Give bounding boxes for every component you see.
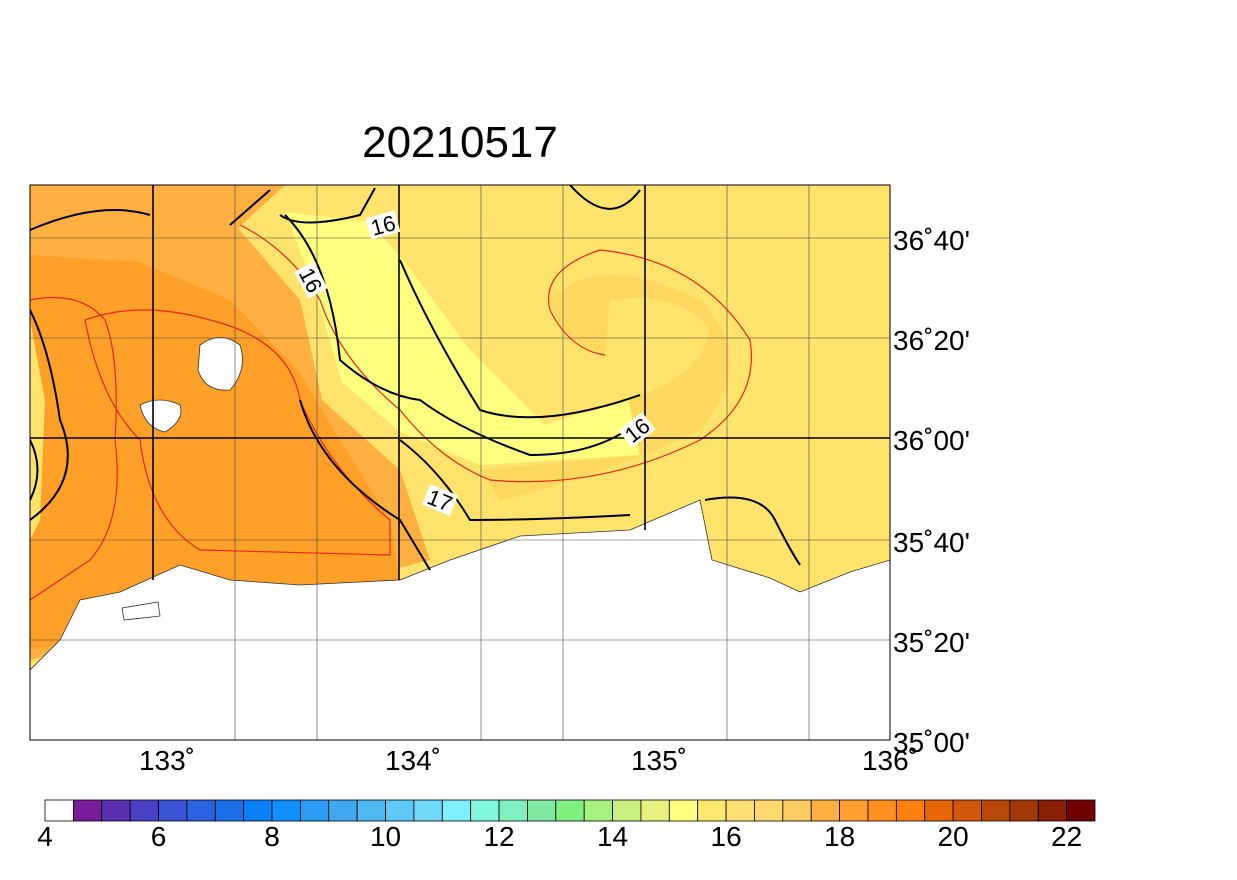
colorbar-box (1009, 799, 1039, 822)
colorbar-box (952, 799, 982, 822)
colorbar: 4 6 8 10 12 14 16 18 20 22 (37, 799, 1096, 852)
lat-label: 36˚40' (893, 225, 970, 256)
colorbar-tick-label: 20 (938, 821, 969, 852)
colorbar-box (356, 799, 386, 822)
colorbar-box (498, 799, 528, 822)
colorbar-box (725, 799, 755, 822)
colorbar-box (72, 799, 103, 822)
colorbar-tick-label: 6 (151, 821, 167, 852)
colorbar-box (328, 799, 358, 822)
eddy (480, 275, 730, 500)
colorbar-tick-label: 8 (264, 821, 280, 852)
colorbar-box (527, 799, 557, 822)
colorbar-box (413, 799, 443, 822)
land (30, 499, 890, 740)
lon-label: 133˚ (139, 745, 195, 776)
contour-label-box (618, 412, 656, 448)
colorbar-tick-label: 22 (1051, 821, 1082, 852)
colorbar-box (101, 799, 131, 822)
colorbar-tick-label: 12 (483, 821, 514, 852)
colorbar-box (981, 799, 1011, 822)
colorbar-tick-label: 4 (37, 821, 53, 852)
colorbar-box (839, 799, 869, 822)
plot-frame (29, 184, 891, 741)
island (121, 601, 161, 621)
contour-label: 16 (365, 210, 401, 241)
colorbar-box (1066, 799, 1096, 822)
colorbar-box (668, 799, 699, 822)
colorbar-box (867, 799, 897, 822)
colorbar-box (44, 799, 74, 822)
contour-red (30, 224, 752, 601)
island (139, 399, 182, 433)
colorbar-box (1037, 799, 1068, 822)
colorbar-box (129, 799, 159, 822)
island (197, 337, 243, 391)
lat-label: 35˚40' (893, 527, 970, 558)
title: 20210517 (362, 118, 558, 167)
lon-label: 136˚ (862, 745, 918, 776)
lat-label: 35˚00' (893, 727, 970, 758)
lon-label: 135˚ (631, 745, 687, 776)
lon-label: 134˚ (385, 745, 441, 776)
axis-labels: 36˚40' 36˚20' 36˚00' 35˚40' 35˚20' 35˚00' 133˚… (139, 225, 970, 776)
colorbar-tick-label: 14 (597, 821, 628, 852)
colorbar-box (441, 799, 472, 822)
cool-tongue (285, 212, 640, 465)
lat-label: 35˚20' (893, 627, 970, 658)
colorbar-box (385, 799, 415, 822)
contour-black (30, 185, 801, 571)
colorbar-box (470, 799, 500, 822)
colorbar-box (300, 799, 330, 822)
colorbar-box (214, 799, 245, 822)
contour-label-box (421, 484, 459, 516)
colorbar-box (697, 799, 727, 822)
colorbar-tick-label: 16 (711, 821, 742, 852)
colorbar-box (754, 799, 784, 822)
cool-patch (30, 320, 45, 540)
colorbar-box (612, 799, 642, 822)
colorbar-box (555, 799, 585, 822)
colorbar-tick-label: 10 (370, 821, 401, 852)
colorbar-box (895, 799, 926, 822)
colorbar-box (158, 799, 188, 822)
colorbar-box (640, 799, 670, 822)
colorbar-box (782, 799, 812, 822)
graticule-major (30, 185, 890, 580)
contour-label-box (365, 210, 401, 240)
colorbar-tick-label: 18 (824, 821, 855, 852)
colorbar-box (924, 799, 954, 822)
contour-label-box (294, 261, 328, 299)
colorbar-box (810, 799, 840, 822)
colorbar-box (186, 799, 216, 822)
colorbar-box (243, 799, 273, 822)
lat-label: 36˚00' (893, 425, 970, 456)
map-area (30, 185, 890, 740)
colorbar-box (271, 799, 301, 822)
lat-label: 36˚20' (893, 325, 970, 356)
colorbar-box (583, 799, 613, 822)
warmest-water (30, 255, 400, 650)
